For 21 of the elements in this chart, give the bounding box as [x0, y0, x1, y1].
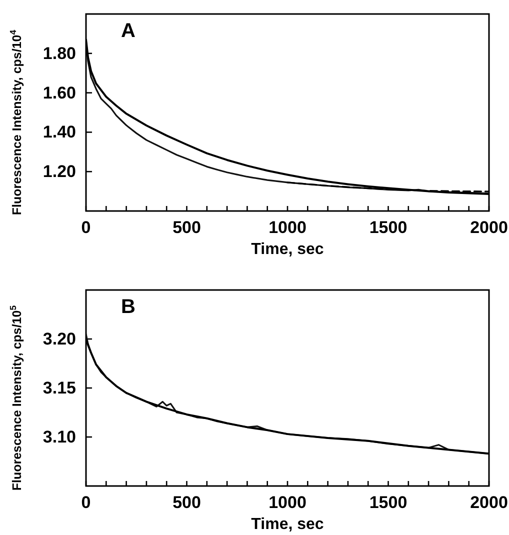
x-tick-label: 2000 [470, 218, 508, 238]
y-tick-label: 3.15 [42, 378, 76, 398]
chart-title: A [121, 20, 136, 42]
x-tick-label: 0 [81, 493, 91, 512]
x-tick-label: 1500 [369, 218, 408, 238]
x-tick-label: 500 [172, 218, 201, 238]
x-axis-title: Time, sec [251, 516, 324, 533]
x-tick-label: 2000 [470, 493, 508, 512]
y-tick-label: 3.10 [42, 427, 76, 446]
y-tick-label: 1.20 [42, 162, 76, 182]
chart-title: B [121, 296, 136, 318]
y-tick-label: 3.20 [42, 329, 76, 348]
x-axis-title: Time, sec [251, 241, 324, 258]
x-tick-label: 0 [81, 218, 91, 238]
y-tick-label: 1.60 [42, 83, 76, 102]
x-tick-label: 1000 [268, 218, 306, 238]
x-tick-label: 500 [172, 493, 201, 512]
y-tick-label: 1.80 [42, 44, 76, 63]
x-tick-label: 1500 [369, 493, 408, 512]
x-tick-label: 1000 [268, 493, 306, 512]
y-tick-label: 1.40 [42, 122, 76, 142]
